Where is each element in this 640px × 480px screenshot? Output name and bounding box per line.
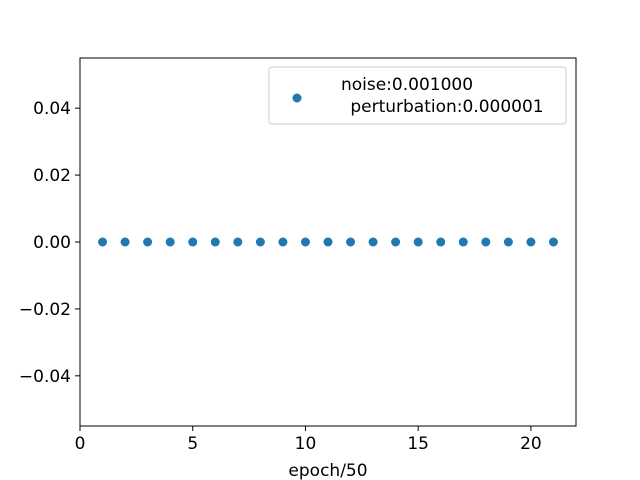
data-point xyxy=(255,237,265,247)
data-point xyxy=(413,237,423,247)
data-point xyxy=(368,237,378,247)
legend: noise:0.001000 perturbation:0.000001 xyxy=(268,66,567,125)
legend-label-line-1: noise:0.001000 xyxy=(341,75,473,95)
data-point xyxy=(120,237,130,247)
data-point xyxy=(165,237,175,247)
data-point xyxy=(503,237,513,247)
legend-marker xyxy=(292,93,302,103)
x-axis-label: epoch/50 xyxy=(288,461,367,480)
data-point xyxy=(458,237,468,247)
x-tick-label: 15 xyxy=(407,434,429,454)
y-tick-label: 0.00 xyxy=(33,233,71,253)
x-axis-ticks: 0 5 10 15 20 xyxy=(75,426,542,454)
x-tick-label: 0 xyxy=(75,434,86,454)
data-points xyxy=(98,237,558,247)
data-point xyxy=(323,237,333,247)
x-tick-label: 20 xyxy=(520,434,542,454)
legend-box xyxy=(268,66,567,125)
data-point xyxy=(548,237,558,247)
data-point xyxy=(391,237,401,247)
data-point xyxy=(210,237,220,247)
data-point xyxy=(346,237,356,247)
legend-label-line-2: perturbation:0.000001 xyxy=(350,97,543,117)
y-tick-label: 0.04 xyxy=(33,99,71,119)
data-point xyxy=(278,237,288,247)
data-point xyxy=(526,237,536,247)
data-point xyxy=(300,237,310,247)
y-axis-ticks: −0.04 −0.02 0.00 0.02 0.04 xyxy=(19,99,80,387)
x-tick-label: 5 xyxy=(187,434,198,454)
data-point xyxy=(143,237,153,247)
y-tick-label: 0.02 xyxy=(33,166,71,186)
data-point xyxy=(98,237,108,247)
data-point xyxy=(436,237,446,247)
y-tick-label: −0.02 xyxy=(19,300,71,320)
data-point xyxy=(233,237,243,247)
data-point xyxy=(481,237,491,247)
x-tick-label: 10 xyxy=(295,434,317,454)
data-point xyxy=(188,237,198,247)
y-tick-label: −0.04 xyxy=(19,367,71,387)
